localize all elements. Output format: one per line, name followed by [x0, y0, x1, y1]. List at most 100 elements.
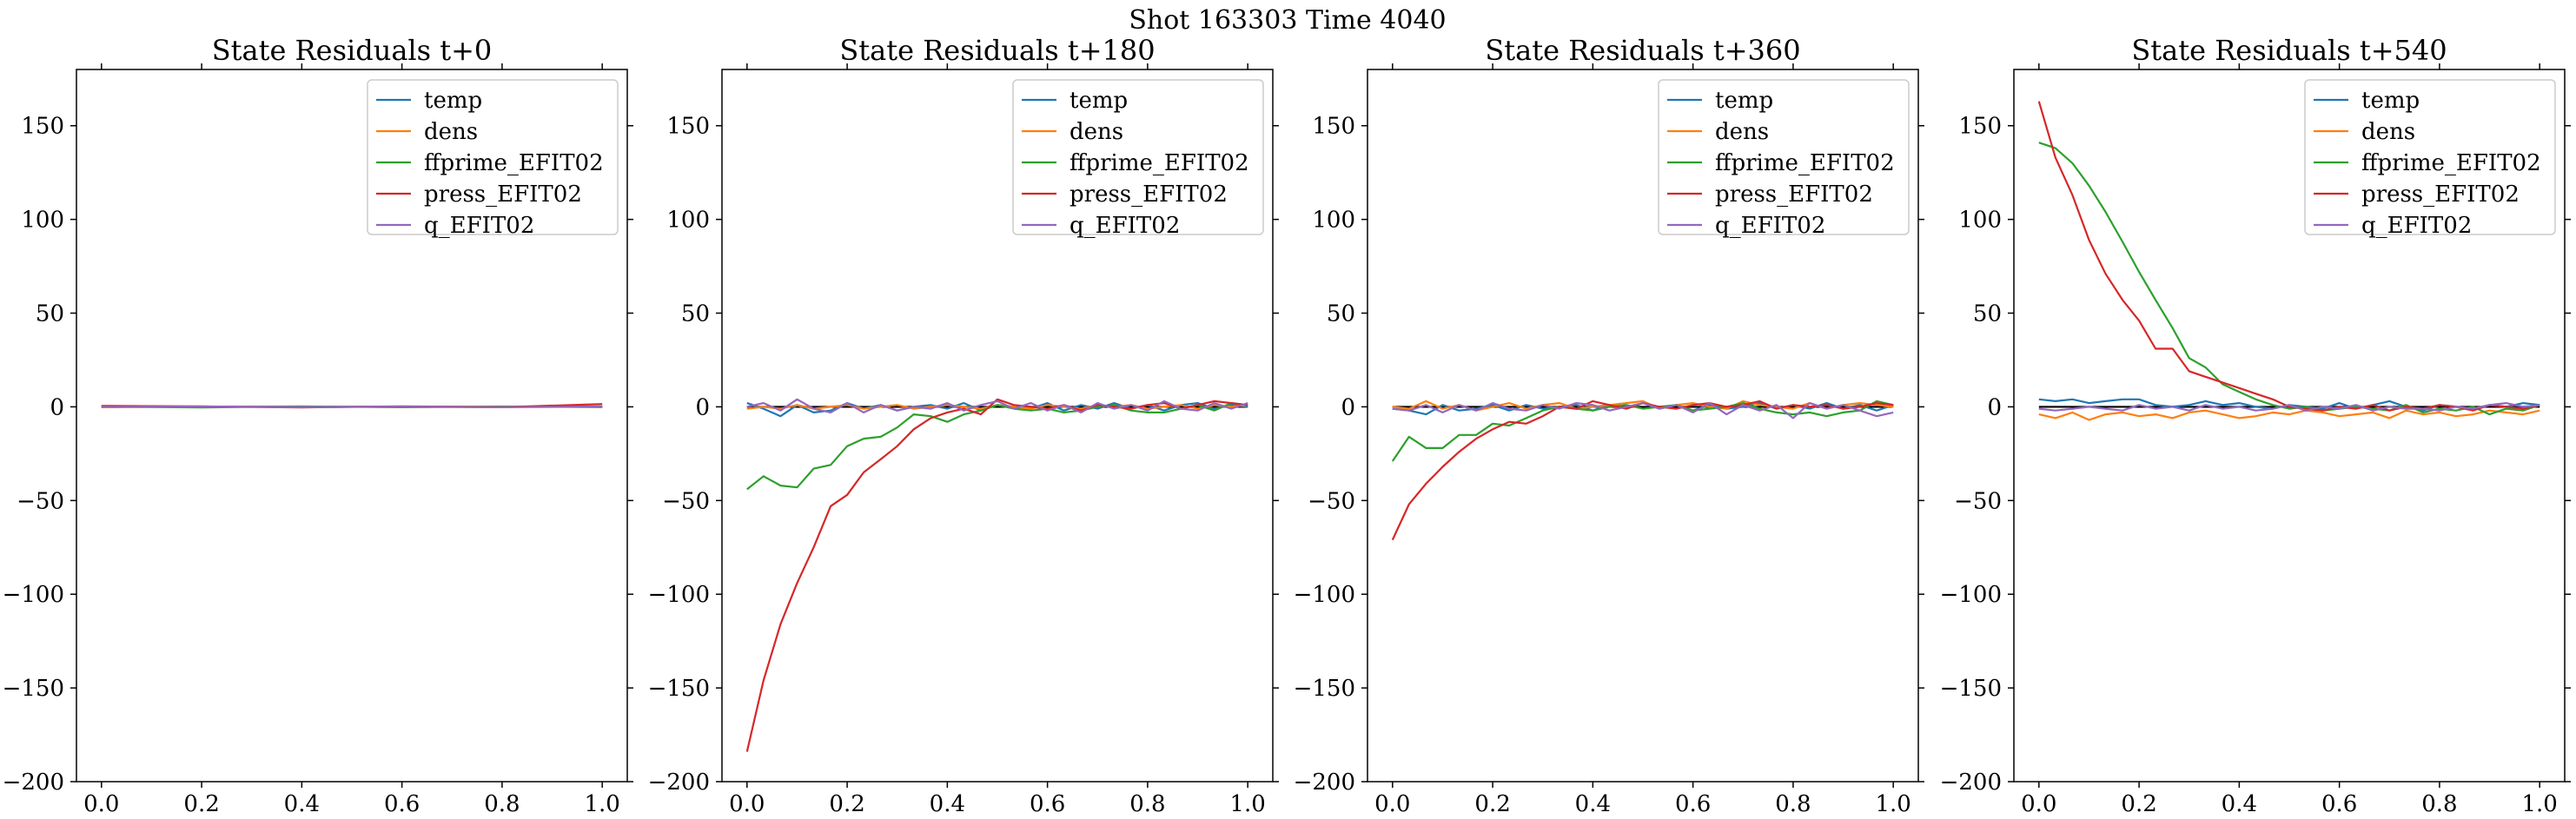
y-tick-label: 150 — [1958, 114, 2002, 140]
y-tick-label: 50 — [681, 301, 710, 327]
legend-label: q_EFIT02 — [1069, 213, 1180, 239]
x-tick-label: 0.4 — [284, 791, 320, 817]
series-line-ffprime_EFIT02 — [1391, 400, 1894, 462]
x-tick-label: 0.0 — [2021, 791, 2056, 817]
x-tick-label: 0.2 — [829, 791, 864, 817]
y-tick-label: −100 — [1940, 582, 2002, 608]
chart-title: State Residuals t+180 — [839, 34, 1155, 67]
legend-label: press_EFIT02 — [424, 182, 582, 208]
series-line-q_EFIT02 — [2038, 402, 2540, 412]
legend-box — [2304, 79, 2556, 235]
legend-label: ffprime_EFIT02 — [424, 150, 604, 176]
series-line-q_EFIT02 — [101, 405, 603, 408]
y-tick-label: 50 — [1327, 301, 1355, 327]
y-tick-label: −200 — [3, 769, 64, 796]
x-tick-label: 0.4 — [1575, 791, 1611, 817]
chart-title: State Residuals t+360 — [1485, 34, 1800, 67]
y-tick-label: −100 — [3, 582, 64, 608]
y-tick-label: −150 — [3, 676, 64, 702]
y-tick-label: 100 — [1958, 208, 2002, 234]
series-line-q_EFIT02 — [1392, 402, 1894, 419]
y-tick-label: −150 — [1294, 676, 1355, 702]
axes-frame — [76, 69, 628, 783]
legend-box — [1012, 79, 1264, 235]
chart-title: State Residuals t+540 — [2131, 34, 2447, 67]
legend: temp dens ffprime_EFIT02 press_EFIT02 q_EFIT… — [1012, 79, 1264, 239]
legend-label: temp — [2361, 88, 2420, 114]
chart-panel-2: State Residuals t+360 0.0 0.2 0.4 0.6 0.8 1.0 1… — [1294, 34, 1924, 817]
y-tick-label: 100 — [666, 208, 710, 234]
y-tick-label: 100 — [1312, 208, 1355, 234]
series-line-ffprime_EFIT02 — [746, 402, 1248, 491]
x-tick-label: 1.0 — [1230, 791, 1266, 817]
x-tick-label: 0.8 — [484, 791, 520, 817]
legend-label: ffprime_EFIT02 — [1715, 150, 1895, 176]
figure-suptitle: Shot 163303 Time 4040 — [1129, 5, 1446, 36]
legend-label: dens — [1069, 119, 1123, 145]
y-tick-label: −200 — [648, 769, 710, 796]
y-tick-label: −200 — [1294, 769, 1355, 796]
series-line-press_EFIT02 — [745, 398, 1248, 752]
axes-frame — [1367, 69, 1919, 783]
legend-label: q_EFIT02 — [2361, 213, 2472, 239]
y-tick-label: 100 — [21, 208, 64, 234]
x-tick-label: 0.4 — [930, 791, 965, 817]
x-tick-label: 0.8 — [1129, 791, 1165, 817]
legend-label: ffprime_EFIT02 — [2361, 150, 2541, 176]
series-lines — [2037, 101, 2540, 421]
legend-label: press_EFIT02 — [1069, 182, 1228, 208]
y-tick-label: 50 — [1973, 301, 2002, 327]
legend-box — [367, 79, 619, 235]
panels: State Residuals t+0 0.0 0.2 0.4 0.6 0.8 1.0 150… — [3, 34, 2571, 817]
x-tick-label: 0.6 — [2321, 791, 2357, 817]
x-tick-label: 0.4 — [2222, 791, 2257, 817]
x-tick-label: 0.8 — [2421, 791, 2457, 817]
y-tick-label: 0 — [695, 394, 710, 420]
legend-label: dens — [424, 119, 478, 145]
x-tick-label: 0.0 — [83, 791, 119, 817]
legend: temp dens ffprime_EFIT02 press_EFIT02 q_EFIT… — [367, 79, 619, 239]
y-tick-label: −100 — [1294, 582, 1355, 608]
x-tick-label: 0.0 — [1374, 791, 1410, 817]
y-tick-label: 0 — [1987, 394, 2002, 420]
y-tick-label: −50 — [1308, 488, 1355, 514]
series-lines — [1391, 400, 1894, 541]
legend-label: dens — [1715, 119, 1769, 145]
axes-frame — [721, 69, 1274, 783]
legend-label: q_EFIT02 — [424, 213, 534, 239]
y-tick-label: 0 — [1341, 394, 1355, 420]
legend-label: ffprime_EFIT02 — [1069, 150, 1249, 176]
x-tick-label: 0.2 — [2121, 791, 2156, 817]
x-tick-label: 1.0 — [2522, 791, 2558, 817]
x-tick-label: 1.0 — [1876, 791, 1911, 817]
y-tick-label: 0 — [50, 394, 64, 420]
legend-label: press_EFIT02 — [2361, 182, 2520, 208]
y-tick-label: −50 — [17, 488, 64, 514]
x-tick-label: 0.8 — [1775, 791, 1811, 817]
y-tick-label: −150 — [1940, 676, 2002, 702]
x-tick-label: 0.2 — [1474, 791, 1510, 817]
series-lines — [101, 403, 603, 409]
legend: temp dens ffprime_EFIT02 press_EFIT02 q_EFIT… — [2304, 79, 2556, 239]
x-tick-label: 0.6 — [384, 791, 420, 817]
axes-frame — [2013, 69, 2566, 783]
chart-panel-1: State Residuals t+180 0.0 0.2 0.4 0.6 0.8 1.0 1… — [648, 34, 1279, 817]
series-line-q_EFIT02 — [746, 398, 1248, 413]
series-lines — [745, 398, 1248, 752]
chart-panel-0: State Residuals t+0 0.0 0.2 0.4 0.6 0.8 1.0 150… — [3, 34, 633, 817]
y-tick-label: 150 — [666, 114, 710, 140]
y-tick-label: −200 — [1940, 769, 2002, 796]
legend-label: temp — [1069, 88, 1128, 114]
series-line-ffprime_EFIT02 — [2038, 142, 2540, 416]
x-tick-label: 0.6 — [1030, 791, 1065, 817]
x-tick-label: 0.6 — [1675, 791, 1711, 817]
legend-label: temp — [424, 88, 482, 114]
legend: temp dens ffprime_EFIT02 press_EFIT02 q_EFIT… — [1658, 79, 1910, 239]
legend-label: temp — [1715, 88, 1773, 114]
legend-label: q_EFIT02 — [1715, 213, 1825, 239]
legend-box — [1658, 79, 1910, 235]
legend-label: dens — [2361, 119, 2415, 145]
x-tick-label: 0.0 — [729, 791, 765, 817]
y-tick-label: 150 — [1312, 114, 1355, 140]
